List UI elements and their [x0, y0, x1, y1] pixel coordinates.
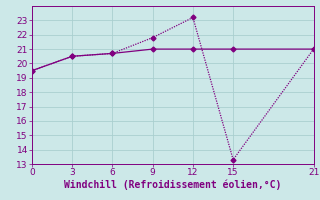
- X-axis label: Windchill (Refroidissement éolien,°C): Windchill (Refroidissement éolien,°C): [64, 180, 282, 190]
